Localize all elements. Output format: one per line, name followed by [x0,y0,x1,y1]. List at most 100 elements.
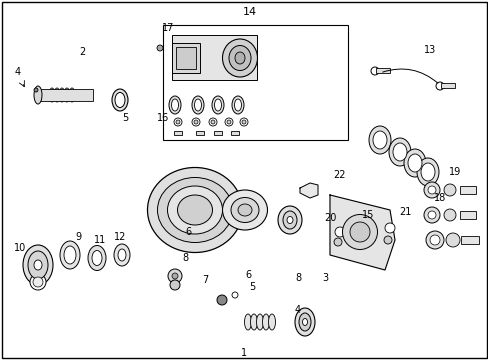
Text: 16: 16 [157,113,169,123]
Circle shape [194,120,198,124]
Bar [417,168,484,268]
Circle shape [157,45,163,51]
Text: 5: 5 [248,282,255,292]
Text: 21: 21 [398,207,410,217]
Ellipse shape [298,313,310,331]
Ellipse shape [235,52,244,64]
Bar [459,211,475,219]
Circle shape [423,182,439,198]
Circle shape [170,280,180,290]
Circle shape [425,231,443,249]
Ellipse shape [392,143,406,161]
Circle shape [429,235,439,245]
Ellipse shape [69,88,75,102]
Text: 2: 2 [79,47,85,57]
Circle shape [226,120,230,124]
Ellipse shape [342,215,377,249]
Circle shape [435,82,443,90]
Text: 6: 6 [244,270,250,280]
Ellipse shape [169,96,181,114]
Text: 17: 17 [162,23,174,33]
Text: 19: 19 [448,167,460,177]
Bar [172,35,257,80]
Circle shape [174,118,182,126]
Bar [38,89,93,101]
Ellipse shape [88,246,106,270]
Ellipse shape [64,246,76,264]
Ellipse shape [214,99,221,111]
Ellipse shape [372,131,386,149]
Bar [460,236,478,244]
Text: 14: 14 [243,7,257,17]
Ellipse shape [177,195,212,225]
Ellipse shape [231,96,244,114]
Text: 12: 12 [114,232,126,242]
Ellipse shape [115,93,125,108]
Ellipse shape [49,88,55,102]
Circle shape [33,277,43,287]
Text: 15: 15 [361,210,373,220]
Ellipse shape [34,260,42,270]
Polygon shape [299,183,317,198]
Text: 8: 8 [294,273,301,283]
Ellipse shape [278,206,302,234]
Ellipse shape [283,211,296,229]
Circle shape [208,118,217,126]
Circle shape [334,227,345,237]
Ellipse shape [34,86,42,104]
Ellipse shape [286,216,292,224]
Text: 8: 8 [182,253,188,263]
Circle shape [445,233,459,247]
Ellipse shape [192,96,203,114]
Text: 18: 18 [433,193,445,203]
Circle shape [242,120,245,124]
Bar [176,47,196,69]
Circle shape [333,238,341,246]
Bar [227,282,317,347]
Circle shape [217,295,226,305]
Ellipse shape [222,39,257,77]
Text: 5: 5 [122,113,128,123]
Text: 20: 20 [323,213,336,223]
Bar [196,131,203,135]
Ellipse shape [92,251,102,266]
Circle shape [168,269,182,283]
Polygon shape [329,195,394,270]
Bar [153,18,357,173]
Text: 7: 7 [202,275,208,285]
Ellipse shape [112,89,128,111]
Text: 9: 9 [75,232,81,242]
Ellipse shape [60,241,80,269]
Text: 4: 4 [15,67,21,77]
Circle shape [224,118,232,126]
Ellipse shape [230,198,259,222]
Ellipse shape [54,88,60,102]
Ellipse shape [171,99,178,111]
Text: 10: 10 [14,243,26,253]
Text: 1: 1 [241,348,246,358]
Text: 22: 22 [333,170,346,180]
Text: 13: 13 [423,45,435,55]
Ellipse shape [268,314,275,330]
Text: 6: 6 [184,227,191,237]
Circle shape [172,273,178,279]
Circle shape [231,292,238,298]
Ellipse shape [147,167,242,252]
Text: 4: 4 [294,305,301,315]
Circle shape [443,184,455,196]
Ellipse shape [118,249,126,261]
Ellipse shape [157,177,232,243]
Circle shape [383,236,391,244]
Ellipse shape [212,96,224,114]
Ellipse shape [114,244,130,266]
Bar [172,43,200,73]
Ellipse shape [250,314,257,330]
Ellipse shape [403,149,425,177]
Ellipse shape [388,138,410,166]
Circle shape [34,88,38,92]
Bar [214,131,222,135]
Bar [459,186,475,194]
Ellipse shape [194,99,201,111]
Ellipse shape [420,163,434,181]
Circle shape [384,223,394,233]
